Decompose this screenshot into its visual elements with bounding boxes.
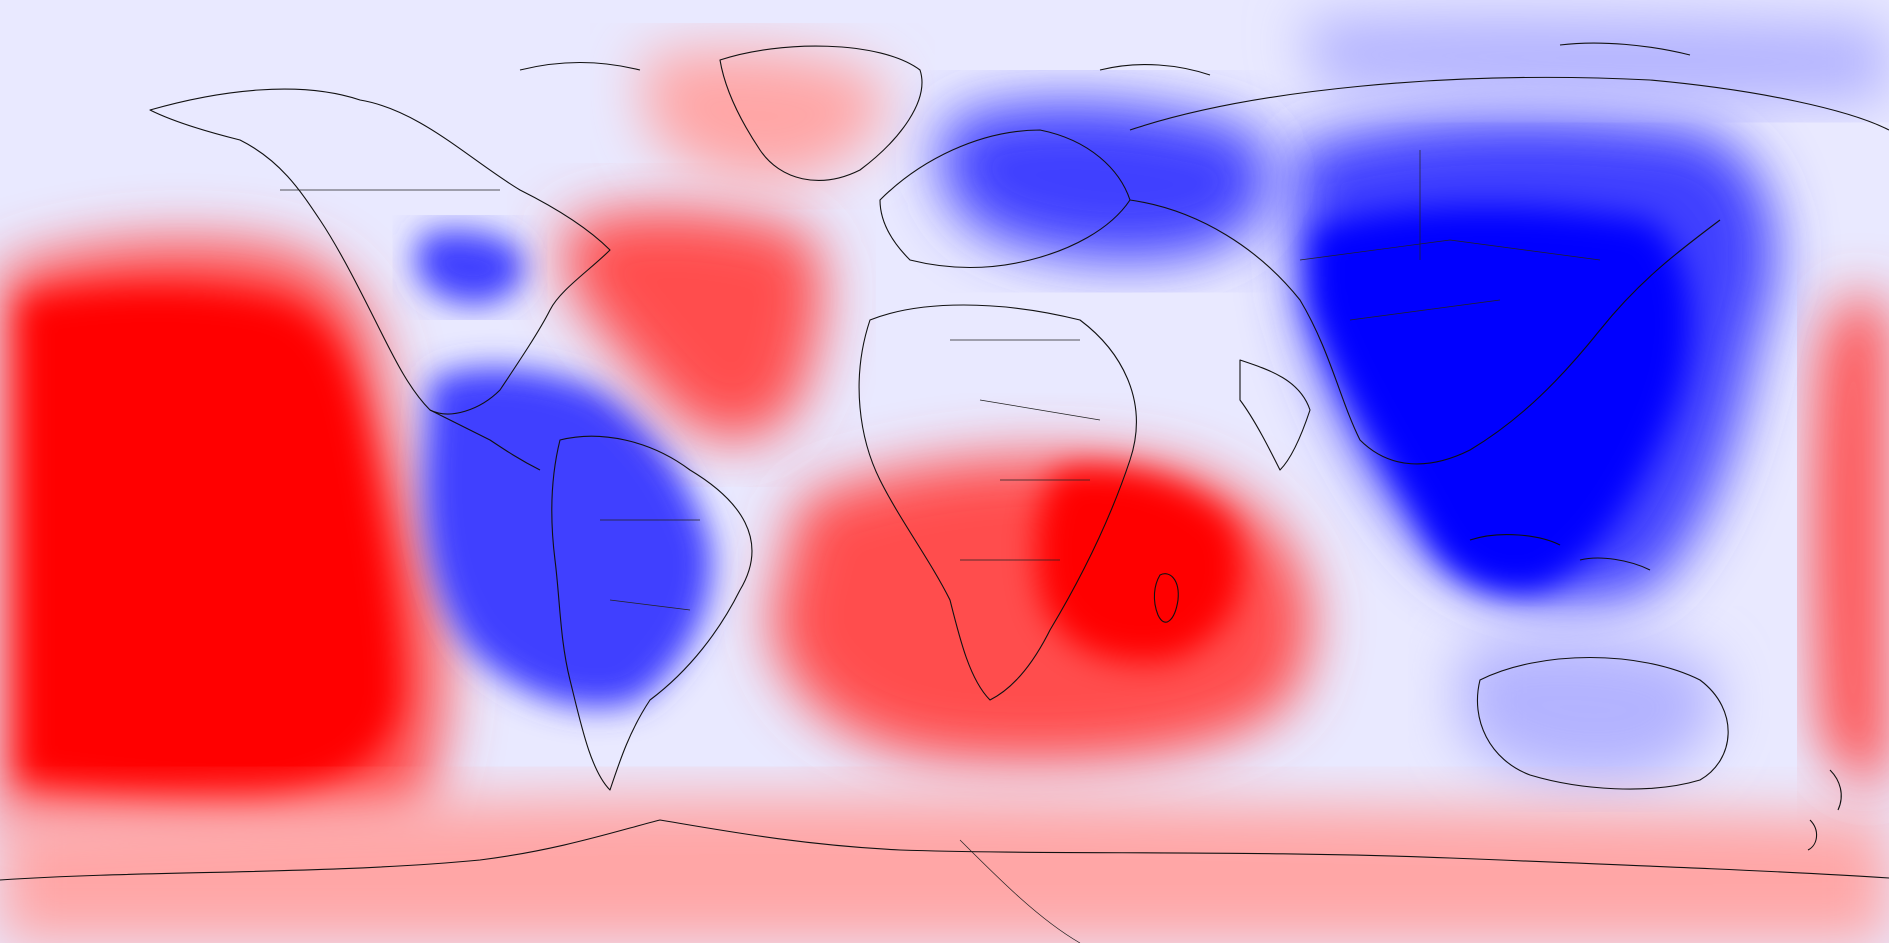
arctic-cold-area xyxy=(1300,14,1889,105)
madagascar-coast xyxy=(1153,573,1179,623)
australia-coast xyxy=(1476,656,1729,790)
coastlines xyxy=(0,42,1889,881)
asia-cold-core xyxy=(1310,206,1691,592)
gulf-cold-area xyxy=(415,230,526,305)
south-america-borders xyxy=(600,519,700,611)
south-america-coast xyxy=(551,435,753,791)
antarctica-meridian xyxy=(959,839,1081,943)
arctic-islands-coast xyxy=(519,42,1691,76)
antarctic-warm-band xyxy=(0,796,1889,943)
indian-ocean-core xyxy=(1036,467,1242,662)
asia-coast xyxy=(1129,76,1889,465)
south-america-cold-area xyxy=(423,367,712,708)
indonesia-coast xyxy=(1469,534,1651,571)
india-coast xyxy=(1239,359,1311,471)
africa-coast xyxy=(858,304,1137,701)
central-pacific-core xyxy=(20,286,400,800)
africa-borders xyxy=(950,339,1101,561)
australia-cold-area xyxy=(1460,636,1718,783)
antarctica-coast xyxy=(0,819,1889,881)
europe-russia-cold-area xyxy=(940,101,1271,261)
greenland-warm-area xyxy=(640,49,886,183)
central-america-coast xyxy=(429,409,541,471)
greenland-coast xyxy=(719,45,923,181)
new-zealand-coast xyxy=(1807,769,1842,851)
east-pacific-warm-edge xyxy=(1812,296,1889,783)
north-america-coast xyxy=(149,88,611,415)
country-borders xyxy=(280,150,1601,943)
europe-coast xyxy=(879,129,1131,269)
asia-borders xyxy=(1299,150,1601,321)
north-atlantic-warm-area xyxy=(560,209,824,441)
anomaly-field xyxy=(0,14,1889,943)
